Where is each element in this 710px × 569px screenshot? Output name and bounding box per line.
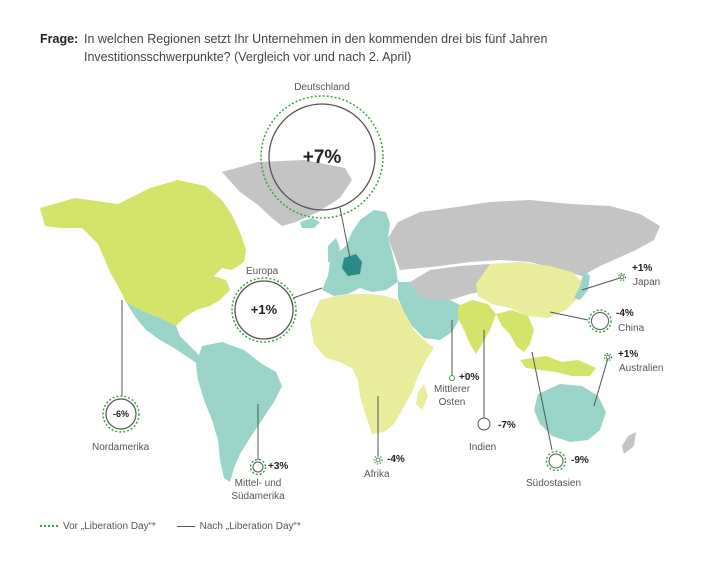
suedamerika-label-line-2: Südamerika — [231, 491, 285, 502]
mittlerer-osten-after-circle — [449, 375, 455, 381]
china-value: -4% — [616, 308, 634, 319]
madagascar-shape — [416, 384, 428, 410]
australien-after-circle — [605, 354, 611, 360]
australien-before-circle — [603, 352, 613, 362]
australien-value: +1% — [618, 349, 639, 360]
solid-line-icon — [176, 526, 195, 527]
china-before-circle — [588, 309, 612, 333]
japan-value: +1% — [632, 263, 653, 274]
nordamerika-label: Nordamerika — [92, 442, 150, 453]
suedamerika-value: +3% — [268, 461, 289, 472]
japan-after-circle — [619, 274, 625, 280]
mittelamerika-shape — [126, 302, 204, 364]
legend-before-label: Vor „Liberation Day“* — [63, 520, 156, 532]
suedamerika-label-line-1: Mittel- und — [234, 478, 282, 489]
iceland-shape — [300, 218, 320, 228]
suedostasien-before-circle — [545, 450, 567, 472]
new-zealand-shape — [622, 432, 636, 454]
suedostasien-leader-line — [531, 351, 553, 451]
europa-value: +1% — [250, 302, 278, 317]
deutschland-leader-line — [339, 207, 351, 259]
suedamerika-shape — [196, 342, 282, 482]
uk-shape — [328, 238, 340, 262]
afrika-after-circle — [375, 457, 381, 463]
nordamerika-before-circle — [102, 395, 140, 433]
china-after-circle — [591, 312, 609, 330]
china-shape — [476, 262, 582, 318]
europa-after-circle — [234, 280, 294, 340]
japan-before-circle — [617, 272, 627, 282]
afrika-before-circle — [373, 455, 383, 465]
australien-leader-line — [593, 357, 609, 407]
russia-shape — [388, 200, 660, 276]
australien-label: Australien — [619, 363, 664, 374]
greenland-shape — [222, 160, 352, 226]
legend: Vor „Liberation Day“* Nach „Liberation D… — [40, 519, 319, 532]
europa-label: Europa — [246, 266, 279, 277]
legend-after-label: Nach „Liberation Day“* — [199, 521, 301, 532]
deutschland-shape — [342, 254, 362, 276]
indien-value: -7% — [498, 420, 516, 431]
europa-shape — [322, 210, 398, 296]
question-text: Frage: In welchen Regionen setzt Ihr Unte… — [40, 30, 680, 66]
afrika-label: Afrika — [364, 469, 390, 480]
question-label: Frage: — [40, 32, 79, 46]
china-leader-line — [549, 311, 589, 321]
suedostasien-after-circle — [548, 453, 564, 469]
afrika-value: -4% — [387, 454, 405, 465]
legend-item-before: Vor „Liberation Day“* — [40, 521, 156, 532]
mittlerer-osten-shape — [398, 282, 462, 340]
australien-shape — [534, 384, 606, 442]
mittlerer-osten-label-line-2: Osten — [438, 397, 466, 408]
china-label: China — [618, 323, 645, 334]
deutschland-before-circle — [260, 95, 384, 219]
nordamerika-after-circle — [105, 398, 137, 430]
indien-label: Indien — [469, 442, 497, 453]
europa-before-circle — [231, 277, 297, 343]
mittlerer-osten-label-line-1: Mittlerer — [433, 384, 471, 395]
indonesia-shape — [520, 356, 596, 376]
indien-shape — [458, 300, 496, 354]
question-line-1: In welchen Regionen setzt Ihr Unternehme… — [84, 32, 548, 46]
suedostasien-label: Südostasien — [526, 478, 582, 489]
deutschland-label: Deutschland — [294, 82, 350, 93]
legend-item-after: Nach „Liberation Day“* — [176, 521, 301, 532]
mittlerer-osten-value: +0% — [459, 372, 480, 383]
deutschland-after-circle — [268, 103, 376, 211]
north-america-north-shape — [40, 180, 246, 286]
japan-leader-line — [581, 277, 621, 291]
suedamerika-before-circle — [249, 458, 267, 476]
suedostasien-shape — [496, 310, 534, 352]
japan-label: Japan — [633, 277, 661, 288]
indien-after-circle — [477, 417, 491, 431]
nordamerika-value: -6% — [112, 409, 129, 419]
suedamerika-after-circle — [252, 461, 264, 473]
europa-leader-line — [292, 287, 323, 299]
afrika-shape — [310, 294, 434, 434]
japan-shape — [574, 270, 590, 300]
question-line-2: Investitionsschwerpunkte? (Vergleich vor… — [84, 50, 412, 64]
deutschland-value: +7% — [302, 147, 342, 168]
nordamerika-shape — [118, 276, 230, 326]
dotted-line-icon — [40, 525, 58, 527]
suedostasien-value: -9% — [571, 455, 589, 466]
